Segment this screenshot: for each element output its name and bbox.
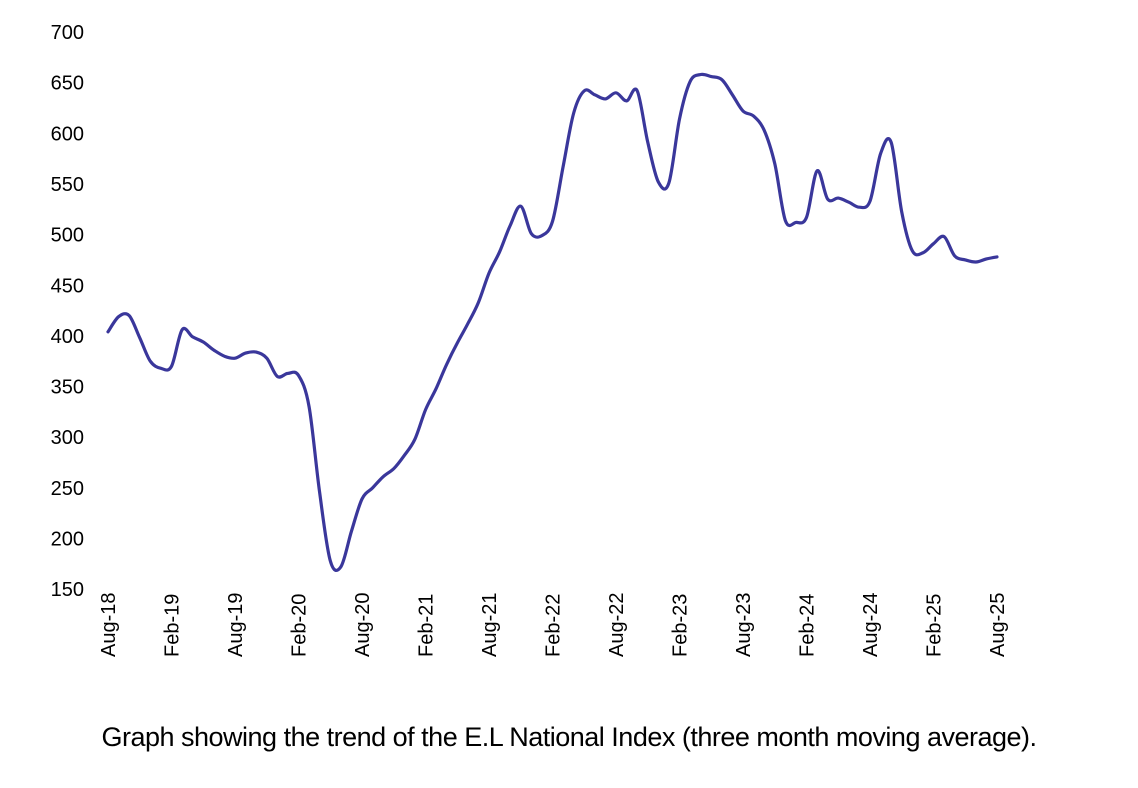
- y-axis-tick-label: 550: [51, 174, 84, 196]
- x-axis-tick-label: Aug-22: [606, 593, 628, 658]
- x-axis-tick-label: Feb-22: [543, 594, 565, 657]
- series-lines: [106, 72, 999, 572]
- y-axis-tick-label: 150: [51, 579, 84, 601]
- line-chart: 700 650 600 550 500 450 400 350 300 250 200 150 Aug…: [51, 22, 1009, 658]
- x-axis-tick-label: Aug-18: [98, 593, 120, 658]
- x-axis-tick-label: Feb-23: [670, 594, 692, 657]
- y-axis-tick-label: 650: [51, 73, 84, 95]
- x-axis-tick-label: Aug-20: [352, 593, 374, 658]
- x-axis-tick-label: Feb-21: [416, 594, 438, 657]
- y-axis-tick-label: 500: [51, 225, 84, 247]
- y-axis-tick-label: 250: [51, 478, 84, 500]
- y-axis-tick-label: 400: [51, 326, 84, 348]
- x-axis-tick-label: Aug-25: [987, 593, 1009, 658]
- x-axis-tick-label: Feb-20: [289, 594, 311, 657]
- y-axis-tick-label: 200: [51, 529, 84, 551]
- x-axis-tick-label: Feb-25: [924, 594, 946, 657]
- x-axis-tick-label: Aug-21: [479, 593, 501, 658]
- y-axis-labels: 700 650 600 550 500 450 400 350 300 250 200 150: [51, 22, 84, 601]
- x-axis-labels: Aug-18 Feb-19 Aug-19 Feb-20 Aug-20 Feb-21 Aug-…: [98, 593, 1009, 658]
- x-axis-tick-label: Feb-24: [797, 594, 819, 657]
- x-axis-tick-label: Feb-19: [162, 594, 184, 657]
- index-trend-line: [106, 72, 999, 572]
- x-axis-tick-label: Aug-23: [733, 593, 755, 658]
- y-axis-tick-label: 600: [51, 123, 84, 145]
- chart-caption: Graph showing the trend of the E.L Natio…: [101, 722, 1037, 752]
- y-axis-tick-label: 300: [51, 427, 84, 449]
- y-axis-tick-label: 350: [51, 377, 84, 399]
- chart-canvas: 700 650 600 550 500 450 400 350 300 250 200 150 Aug…: [51, 22, 1009, 658]
- y-axis-tick-label: 700: [51, 22, 84, 44]
- x-axis-tick-label: Aug-24: [860, 593, 882, 658]
- x-axis-tick-label: Aug-19: [225, 593, 247, 658]
- y-axis-tick-label: 450: [51, 275, 84, 297]
